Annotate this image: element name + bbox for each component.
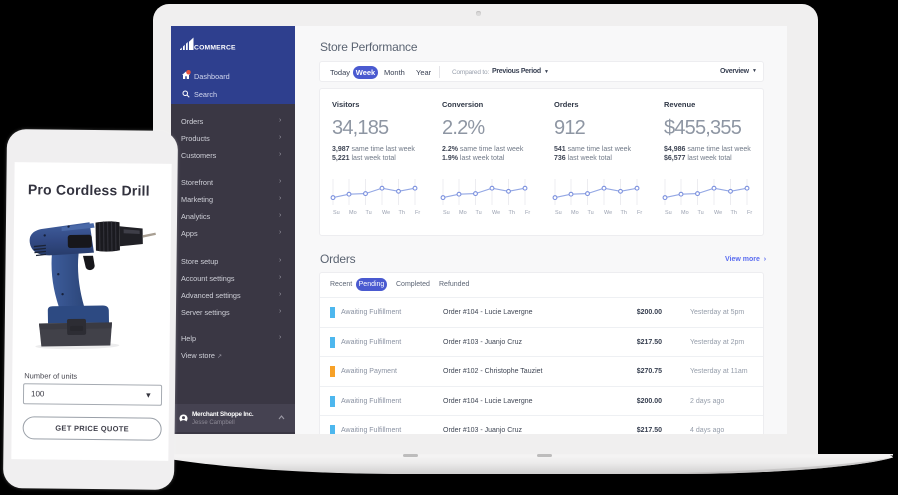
svg-text:COMMERCE: COMMERCE — [194, 45, 236, 52]
